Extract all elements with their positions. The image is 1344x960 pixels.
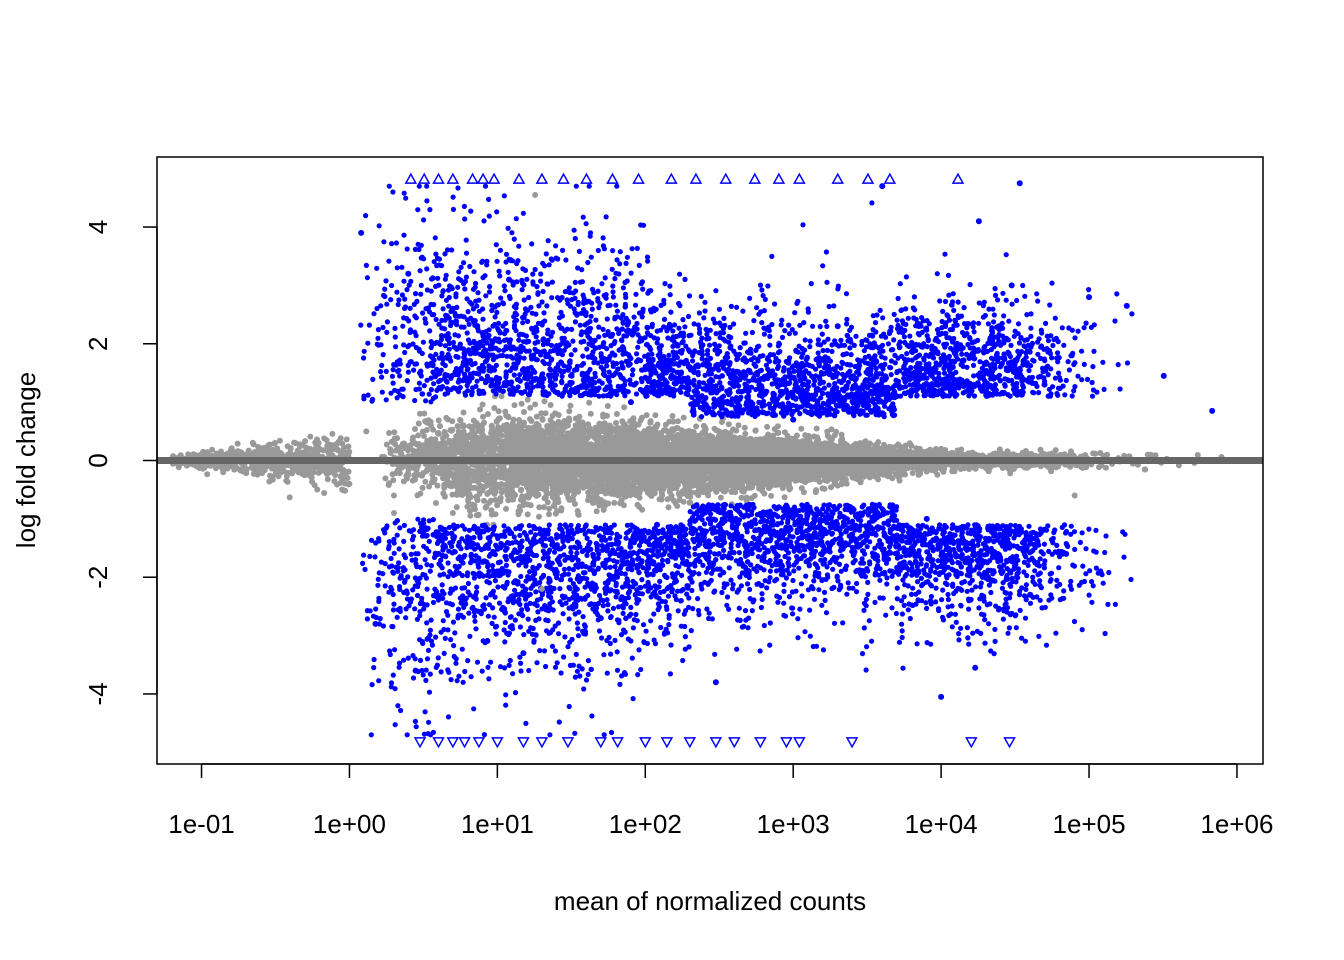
background-point-ns xyxy=(412,426,418,432)
background-point-ns xyxy=(621,404,628,411)
background-point-ns xyxy=(518,486,525,493)
background-point-ns xyxy=(484,491,491,497)
background-point-ns xyxy=(665,504,672,511)
background-point-ns xyxy=(717,494,724,501)
background-point-ns xyxy=(422,418,429,425)
background-point-ns xyxy=(567,402,574,409)
background-point-ns xyxy=(267,472,273,479)
background-point-ns xyxy=(435,417,442,424)
background-point-ns xyxy=(494,502,501,509)
background-point-ns xyxy=(497,498,504,505)
background-point-ns xyxy=(725,421,732,428)
background-point-ns xyxy=(680,414,687,421)
background-point-ns xyxy=(382,475,389,482)
background-point-ns xyxy=(286,494,293,501)
background-point-ns xyxy=(768,492,775,499)
background-point-ns xyxy=(600,413,607,420)
background-point-ns xyxy=(455,491,462,498)
background-point-ns xyxy=(1302,463,1308,469)
background-point-ns xyxy=(498,481,505,488)
background-point-ns xyxy=(498,393,505,400)
background-point-ns xyxy=(781,494,788,501)
background-point-ns xyxy=(527,502,534,509)
background-point-ns xyxy=(674,503,681,509)
background-point-ns xyxy=(386,430,393,436)
background-point-ns xyxy=(415,432,422,439)
background-point-ns xyxy=(1037,446,1044,453)
background-point-ns xyxy=(307,433,314,440)
background-point-ns xyxy=(652,412,659,419)
background-point-ns xyxy=(798,425,805,432)
background-point-ns xyxy=(389,471,396,478)
background-point-ns xyxy=(1092,450,1099,457)
background-point-ns xyxy=(437,423,443,430)
background-point-ns xyxy=(343,436,350,443)
background-point-ns xyxy=(414,492,421,499)
background-point-ns xyxy=(742,430,749,437)
background-point-ns xyxy=(546,511,552,518)
background-point-ns xyxy=(276,437,283,444)
background-point-ns xyxy=(906,440,913,447)
background-point-ns xyxy=(751,492,758,499)
background-point-ns xyxy=(1152,452,1159,459)
background-point-ns xyxy=(556,421,563,428)
background-point-ns xyxy=(421,433,427,439)
background-point-ns xyxy=(547,402,554,408)
background-point-ns xyxy=(634,501,641,508)
background-point-ns xyxy=(639,506,646,513)
background-point-ns xyxy=(593,508,600,515)
background-point-ns xyxy=(613,420,619,426)
background-point-ns xyxy=(654,421,661,428)
background-point-ns xyxy=(518,400,525,407)
background-point-ns xyxy=(586,399,593,406)
background-point-ns xyxy=(511,402,518,409)
background-point-ns xyxy=(481,419,487,426)
background-point-ns xyxy=(521,409,527,415)
background-point-ns xyxy=(798,485,805,492)
background-point-ns xyxy=(552,498,559,505)
background-point-ns xyxy=(764,423,771,430)
background-point-ns xyxy=(604,403,611,409)
background-point-ns xyxy=(204,471,211,478)
background-point-ns xyxy=(686,499,693,506)
background-point-ns xyxy=(422,478,429,485)
